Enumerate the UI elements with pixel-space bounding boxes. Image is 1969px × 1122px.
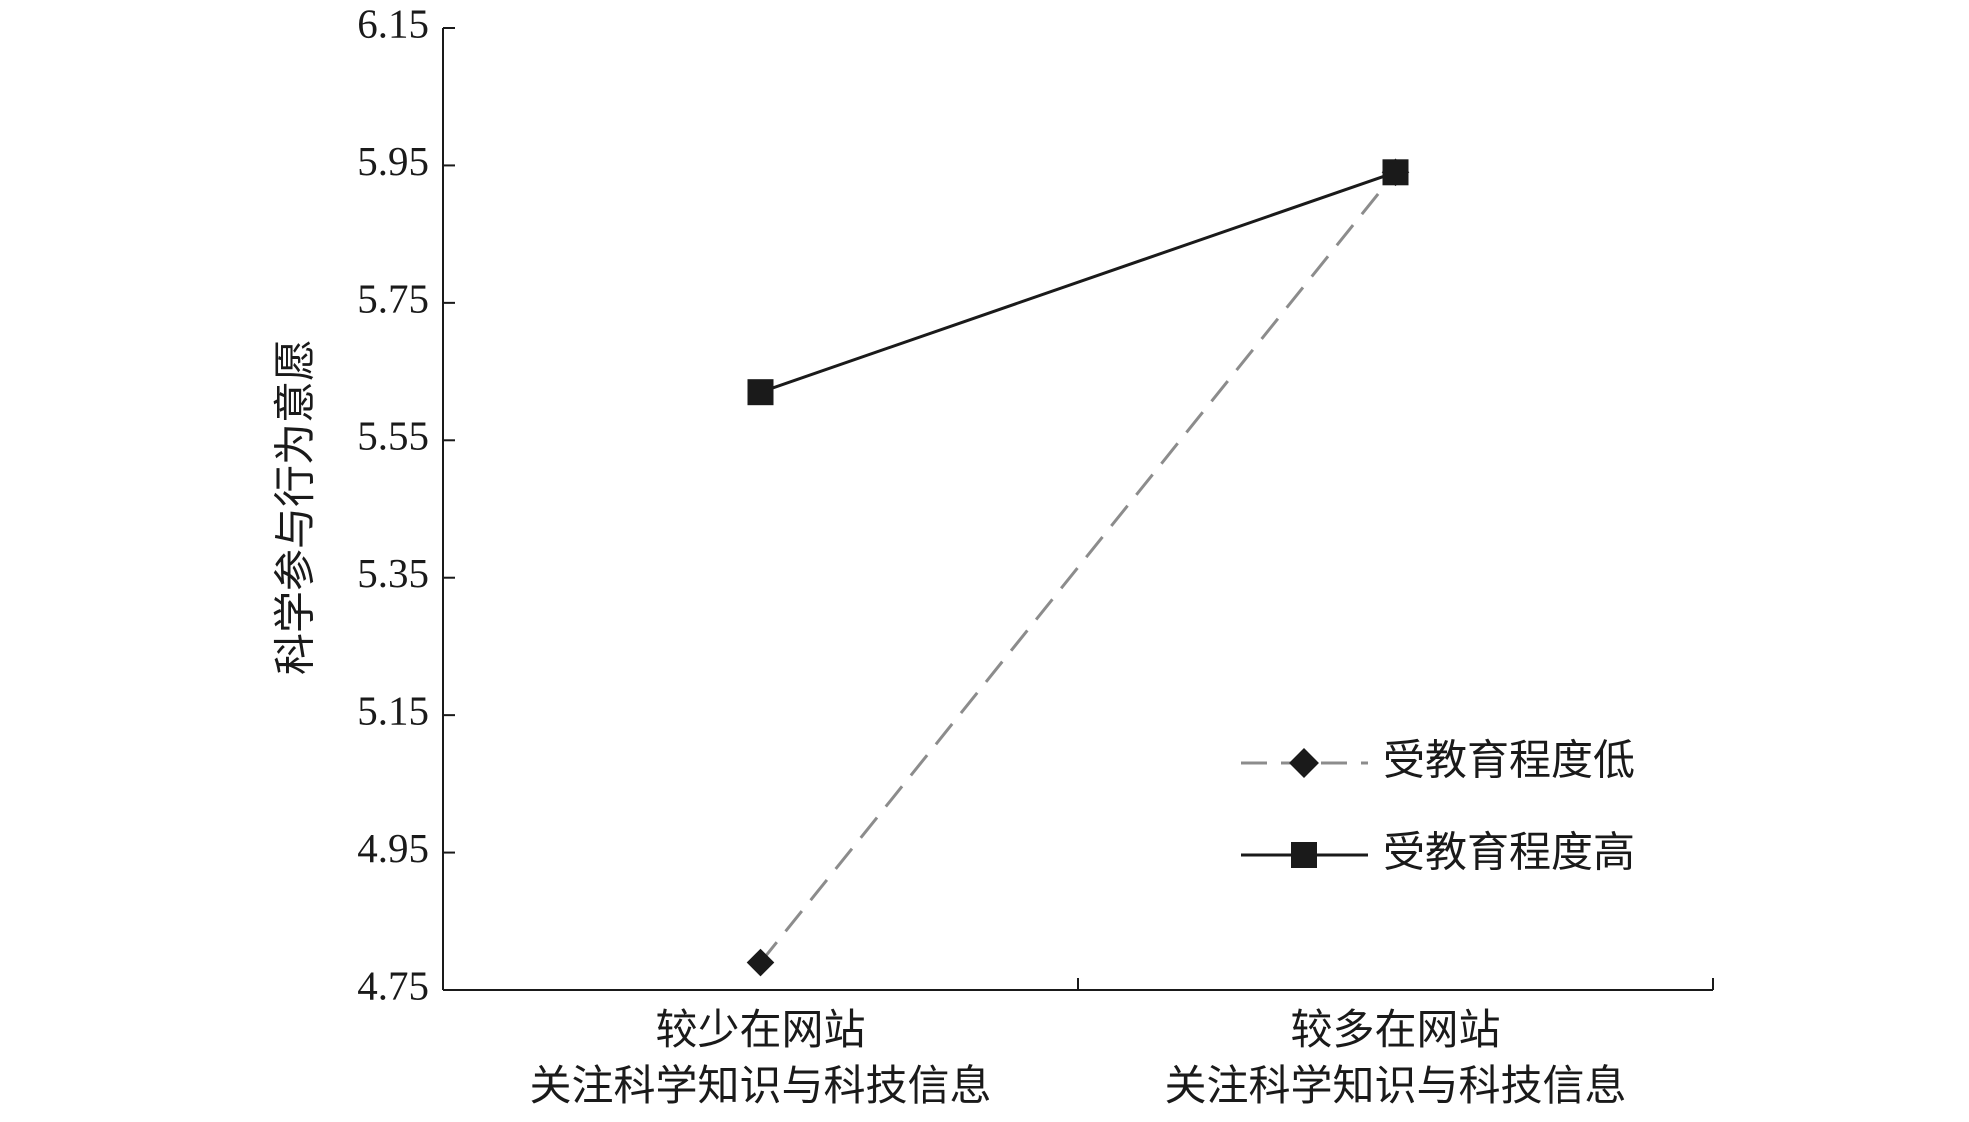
series-line: [760, 170, 1396, 394]
legend-label: 受教育程度低: [1383, 736, 1635, 785]
legend-label: 受教育程度高: [1383, 828, 1635, 877]
y-tick-label: 5.95: [357, 138, 429, 184]
legend-marker: [1291, 842, 1317, 868]
x-tick-label: 较多在网站关注科学知识与科技信息: [1164, 1005, 1626, 1110]
y-tick-label: 5.15: [357, 688, 429, 734]
y-tick-label: 5.55: [357, 413, 429, 459]
y-tick-label: 6.15: [357, 0, 429, 46]
series-line: [759, 171, 1397, 964]
data-point: [1382, 159, 1409, 186]
y-tick-label: 4.95: [357, 825, 429, 871]
x-tick-label: 较少在网站关注科学知识与科技信息: [529, 1005, 991, 1110]
y-axis-label: 科学参与行为意愿: [271, 339, 320, 675]
y-tick-label: 5.35: [357, 550, 429, 596]
y-tick-label: 5.75: [357, 275, 429, 321]
data-point: [747, 379, 774, 406]
legend-marker: [1289, 748, 1319, 778]
y-tick-label: 4.75: [357, 962, 429, 1008]
data-point: [746, 948, 775, 977]
